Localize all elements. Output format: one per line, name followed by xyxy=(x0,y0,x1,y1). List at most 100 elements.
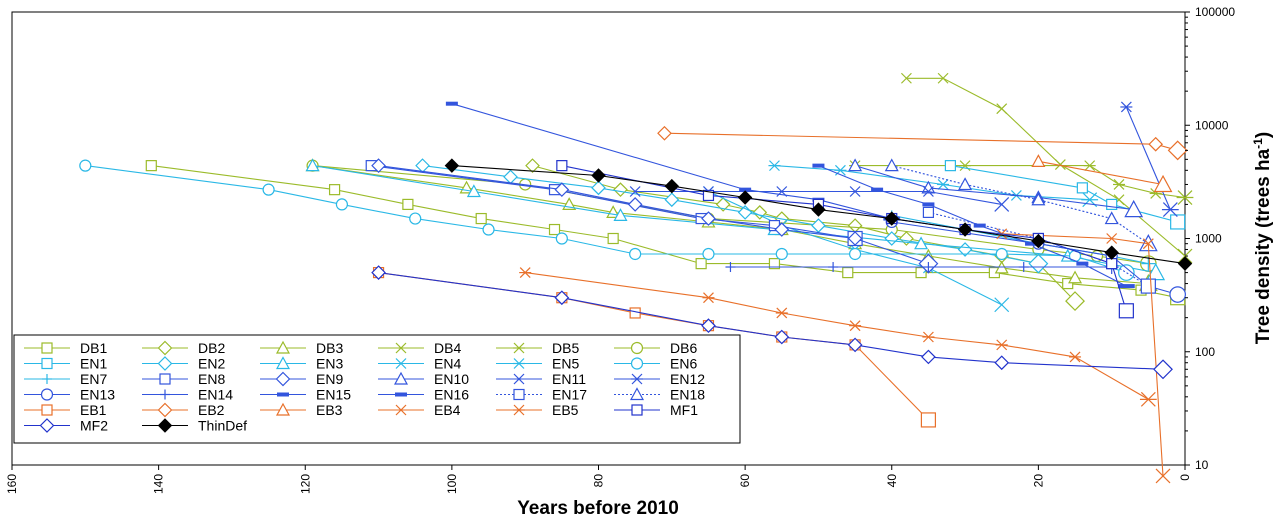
point-db1-5 xyxy=(548,223,561,236)
legend-label: EN4 xyxy=(434,356,461,372)
point-en9-6 xyxy=(847,231,863,246)
point-en11-5 xyxy=(922,186,934,197)
point-eb3-1 xyxy=(1031,154,1046,167)
point-mf1-8 xyxy=(1118,303,1134,319)
point-en5-3 xyxy=(937,179,950,190)
point-en6-4 xyxy=(409,212,422,225)
legend-item-en1: EN1 xyxy=(24,356,107,372)
legend-label: EN14 xyxy=(198,387,233,403)
legend-swatch-marker xyxy=(277,392,289,397)
legend-label: EN16 xyxy=(434,387,469,403)
legend-item-en17: EN17 xyxy=(496,387,587,403)
point-en6-2 xyxy=(262,183,275,196)
legend-swatch-marker xyxy=(157,340,173,356)
series-eb4 xyxy=(996,228,1171,484)
legend-swatch-marker xyxy=(513,358,525,369)
point-mf2-5 xyxy=(847,337,863,353)
legend-label: EN7 xyxy=(80,371,107,387)
series-line-en12 xyxy=(1125,106,1171,210)
legend-item-db2: DB2 xyxy=(142,340,225,356)
point-en16-7 xyxy=(1117,284,1135,289)
point-db1-9 xyxy=(842,266,854,279)
x-tick-label: 120 xyxy=(298,474,312,494)
point-db1-2 xyxy=(328,184,341,196)
series-en6 xyxy=(79,159,1135,281)
legend-swatch-marker xyxy=(513,388,525,401)
legend-item-eb2: EB2 xyxy=(142,402,225,418)
point-eb2-3 xyxy=(1167,140,1188,161)
point-mf2-1 xyxy=(371,265,386,280)
point-thindef-5 xyxy=(811,202,826,217)
legend-label: EN1 xyxy=(80,356,107,372)
legend-label: EN3 xyxy=(316,356,343,372)
point-en9-5 xyxy=(774,222,790,237)
legend-label: DB6 xyxy=(670,340,697,356)
legend-swatch-marker xyxy=(275,371,291,387)
point-db1-8 xyxy=(768,258,781,270)
x-tick-label: 20 xyxy=(1031,474,1045,488)
legend-swatch-marker xyxy=(275,340,291,354)
point-db5-6 xyxy=(1176,190,1194,205)
point-en16-5 xyxy=(1025,241,1038,246)
legend-item-en14: EN14 xyxy=(142,387,233,403)
point-en2-9 xyxy=(1028,253,1049,274)
y-axis-title-main: Tree density (trees ha xyxy=(1253,148,1274,344)
point-en6-6 xyxy=(555,232,568,245)
legend-label: EN10 xyxy=(434,371,469,387)
legend-item-en8: EN8 xyxy=(142,371,225,387)
legend-item-mf1: MF1 xyxy=(614,402,698,418)
series-line-en18 xyxy=(891,165,1149,245)
point-mf2-8 xyxy=(1153,359,1173,380)
point-en15-1 xyxy=(445,101,458,106)
point-en11-6 xyxy=(994,196,1010,212)
point-en17-1 xyxy=(922,206,935,219)
point-eb5-7 xyxy=(1069,351,1082,363)
point-en18-4 xyxy=(1104,211,1119,225)
point-mf2-7 xyxy=(994,355,1010,371)
x-tick-label: 140 xyxy=(152,474,166,494)
point-eb5-2 xyxy=(702,292,715,304)
point-mf2-6 xyxy=(921,349,936,365)
legend-swatch-marker xyxy=(41,357,53,370)
point-en6-8 xyxy=(702,247,715,261)
series-layer xyxy=(79,72,1194,484)
legend-label: EN18 xyxy=(670,387,705,403)
point-en18-2 xyxy=(958,177,973,191)
legend-item-en10: EN10 xyxy=(378,371,469,387)
legend-label: EN17 xyxy=(552,387,587,403)
legend-label: EB1 xyxy=(80,402,107,418)
point-eb3-2 xyxy=(1153,174,1173,193)
point-en3-1 xyxy=(305,158,320,172)
point-db1-1 xyxy=(145,160,157,172)
point-eb5-1 xyxy=(519,267,532,279)
point-db5-4 xyxy=(1113,179,1126,190)
legend-swatch-marker xyxy=(395,392,407,397)
legend-label: EN9 xyxy=(316,371,343,387)
legend-item-en2: EN2 xyxy=(142,356,225,372)
x-tick-label: 100 xyxy=(445,474,459,494)
point-en6-5 xyxy=(482,223,495,236)
point-en9-1 xyxy=(371,158,386,173)
series-line-mf2 xyxy=(378,272,1164,370)
legend-item-eb1: EB1 xyxy=(24,402,107,418)
point-en6-3 xyxy=(335,198,349,211)
legend-label: EB4 xyxy=(434,402,461,418)
point-db4-2 xyxy=(937,72,949,84)
legend-label: DB5 xyxy=(552,340,579,356)
legend-swatch-marker xyxy=(631,404,643,416)
legend-item-en18: EN18 xyxy=(614,387,705,403)
point-thindef-7 xyxy=(957,222,973,237)
y-tick-label: 100 xyxy=(1195,345,1215,359)
point-en12-2 xyxy=(1161,202,1179,218)
point-eb5-6 xyxy=(995,339,1008,351)
point-db2-2 xyxy=(613,182,628,197)
legend-swatch-marker xyxy=(513,342,525,354)
legend-box xyxy=(13,334,741,444)
legend-item-en4: EN4 xyxy=(378,356,461,372)
point-en13-5 xyxy=(1169,286,1186,303)
point-en14-1 xyxy=(725,262,736,273)
point-en6-1 xyxy=(79,159,92,172)
point-en6-11 xyxy=(995,247,1008,261)
